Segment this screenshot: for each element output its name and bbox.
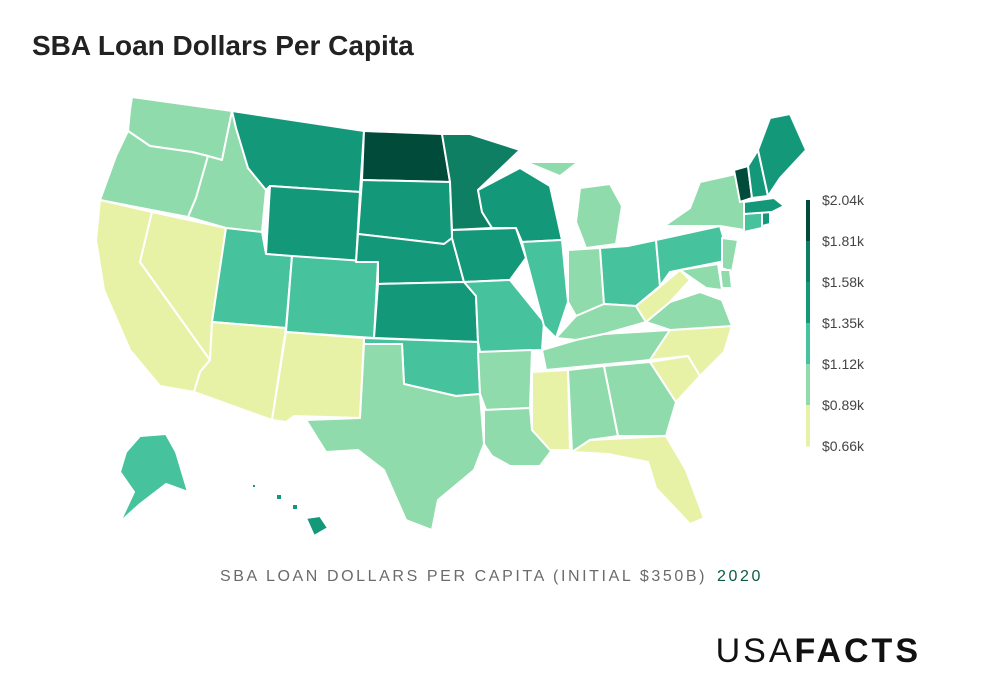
legend-tick-label: $0.89k <box>822 397 865 413</box>
legend-swatch <box>806 282 810 324</box>
state-HI[interactable] <box>251 483 329 537</box>
legend-tick-label: $1.81k <box>822 233 865 249</box>
state-TX[interactable] <box>305 343 485 531</box>
state-CT[interactable] <box>743 211 763 233</box>
legend-tick-label: $1.58k <box>822 274 865 290</box>
states-layer <box>95 96 807 537</box>
state-MI[interactable] <box>525 161 623 249</box>
state-NJ[interactable] <box>721 237 739 273</box>
caption-year: 2020 <box>717 568 764 585</box>
map-caption: SBA LOAN DOLLARS PER CAPITA (INITIAL $35… <box>0 568 983 586</box>
color-legend: $2.04k $1.81k $1.58k $1.35k $1.12k $0.89k $0.6… <box>806 192 865 454</box>
state-FL[interactable] <box>571 435 705 525</box>
state-CO[interactable] <box>285 255 379 339</box>
state-MA[interactable] <box>743 197 785 215</box>
legend-swatch <box>806 364 810 406</box>
state-SD[interactable] <box>357 179 453 245</box>
legend-tick-label: $2.04k <box>822 192 865 208</box>
legend-tick-label: $0.66k <box>822 438 865 454</box>
state-AR[interactable] <box>477 349 533 411</box>
state-NM[interactable] <box>271 331 365 423</box>
legend-swatch <box>806 405 810 447</box>
state-MS[interactable] <box>531 369 571 451</box>
state-ME[interactable] <box>757 113 807 197</box>
usafacts-logo: USAFACTS <box>715 632 921 670</box>
caption-label: SBA LOAN DOLLARS PER CAPITA (INITIAL $35… <box>219 568 708 585</box>
page-title: SBA Loan Dollars Per Capita <box>32 30 414 61</box>
state-RI[interactable] <box>761 211 771 227</box>
state-GA[interactable] <box>603 361 677 437</box>
legend-tick-label: $1.12k <box>822 356 865 372</box>
state-ND[interactable] <box>361 130 451 183</box>
legend-swatch <box>806 241 810 283</box>
legend-tick-label: $1.35k <box>822 315 865 331</box>
state-MD[interactable] <box>679 263 723 291</box>
state-IA[interactable] <box>451 227 527 283</box>
state-AL[interactable] <box>567 365 619 453</box>
state-KS[interactable] <box>373 281 479 343</box>
state-LA[interactable] <box>483 407 553 467</box>
state-WY[interactable] <box>265 185 361 263</box>
state-AK[interactable] <box>119 433 189 523</box>
legend-swatch <box>806 200 810 242</box>
legend-swatch <box>806 323 810 365</box>
